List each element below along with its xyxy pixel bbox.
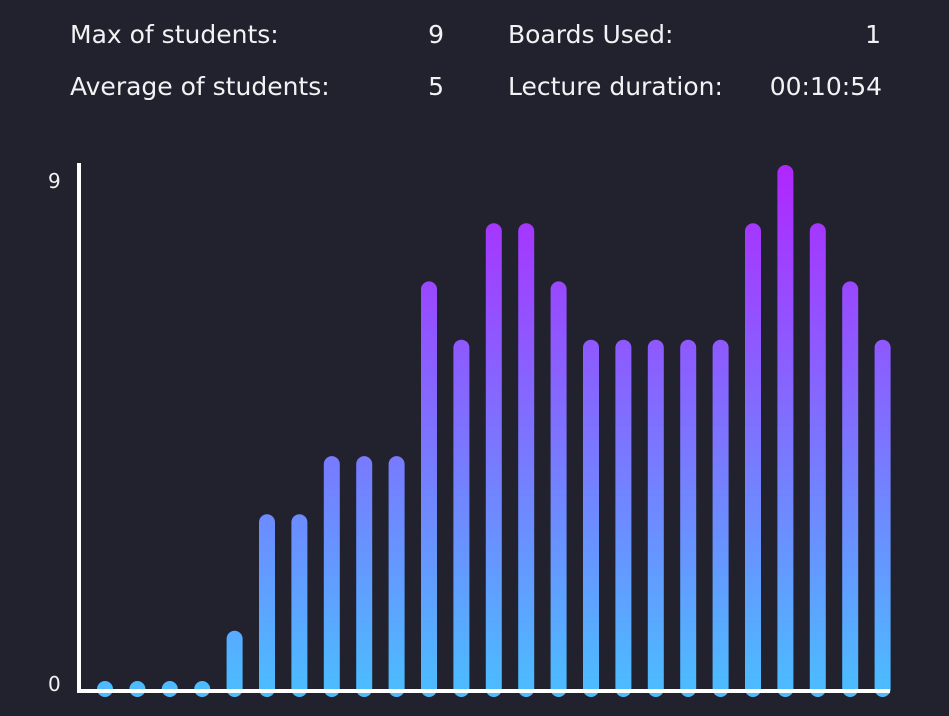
bar-20 [712,339,729,697]
bar-11 [421,281,437,697]
y-tick-label-min: 0 [48,672,61,696]
bar-series [97,165,891,697]
bar-5 [226,630,243,697]
bar-15 [550,281,567,697]
bar-21 [745,223,761,697]
y-tick-label-max: 9 [48,169,61,193]
bar-8 [323,456,340,697]
bar-7 [291,514,308,697]
lecture-duration-value: 00:10:54 [769,72,882,101]
bar-18 [647,339,664,697]
bar-22 [777,165,794,697]
average-students-value: 5 [428,72,444,101]
max-students-value: 9 [428,20,444,49]
boards-used-label: Boards Used: [508,20,674,49]
bar-13 [485,223,502,697]
boards-used-value: 1 [865,20,881,49]
bar-12 [453,339,470,697]
average-students-label: Average of students: [70,72,330,101]
bar-23 [809,223,826,697]
bar-16 [583,339,599,697]
bar-6 [259,514,275,697]
bar-24 [842,281,859,697]
bar-25 [874,339,891,697]
max-students-label: Max of students: [70,20,279,49]
bar-10 [388,456,405,697]
bar-17 [615,339,632,697]
bar-14 [518,223,535,697]
bar-9 [356,456,373,697]
bar-19 [680,339,697,697]
lecture-duration-label: Lecture duration: [508,72,723,101]
